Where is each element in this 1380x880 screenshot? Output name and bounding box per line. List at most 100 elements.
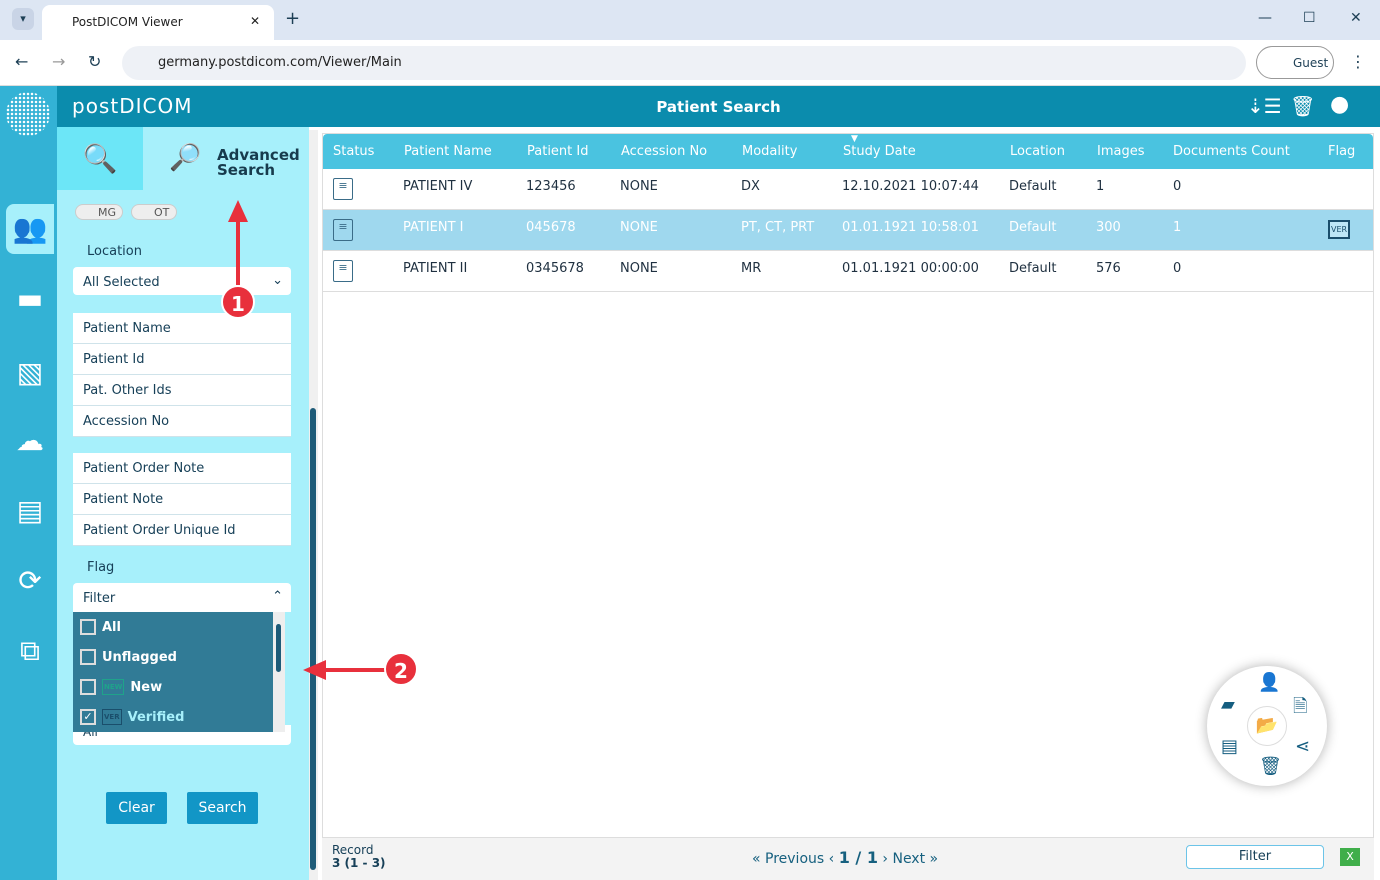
logo: postDICOM: [72, 94, 193, 118]
profile-button[interactable]: Guest: [1256, 46, 1334, 79]
basic-search-tab[interactable]: 🔍: [57, 127, 143, 190]
cell-loc: Default: [1009, 179, 1057, 194]
col-status[interactable]: Status: [333, 144, 375, 159]
prev-page-icon[interactable]: ‹: [828, 851, 839, 867]
cloud-upload-icon[interactable]: ☁: [16, 424, 44, 457]
toggle-mg[interactable]: MG: [75, 204, 123, 220]
col-patient-id[interactable]: Patient Id: [527, 144, 589, 159]
forward-icon[interactable]: →: [52, 52, 66, 71]
checkbox[interactable]: [80, 649, 96, 665]
cell-docs: 0: [1173, 261, 1182, 276]
search-sidebar: 🔍 🔎 Advanced Search MG OT Location All S…: [57, 127, 309, 880]
recycle-bin-icon[interactable]: 🗑: [1290, 94, 1316, 118]
col-study-date[interactable]: Study Date: [843, 144, 916, 159]
excel-export-icon[interactable]: X: [1340, 848, 1360, 866]
verified-flag-badge[interactable]: VER: [1328, 220, 1351, 239]
flag-option-all[interactable]: All: [80, 617, 121, 637]
address-bar: ← → ↻ germany.postdicom.com/Viewer/Main …: [0, 40, 1380, 86]
reload-icon[interactable]: ↻: [88, 52, 102, 71]
checkbox[interactable]: [80, 679, 96, 695]
location-select[interactable]: All Selected ⌄: [73, 267, 291, 295]
flag-dropdown-list: All Unflagged NEW New ✓ VER Verified: [73, 612, 285, 732]
add-user-icon[interactable]: 👤: [1258, 672, 1281, 693]
report-edit-icon[interactable]: ▤: [1221, 736, 1239, 757]
option-label: Verified: [127, 709, 185, 725]
table-row[interactable]: ≡ PATIENT II 0345678 NONE MR 01.01.1921 00:00…: [323, 251, 1373, 292]
record-count: Record 3 (1 - 3): [332, 844, 386, 870]
cell-id: 045678: [526, 220, 576, 235]
minimize-icon[interactable]: —: [1258, 10, 1272, 26]
flag-option-new[interactable]: NEW New: [80, 677, 162, 697]
patient-name-input[interactable]: Patient Name: [73, 313, 291, 344]
next-page-icon[interactable]: ›: [882, 851, 893, 867]
open-folder-icon[interactable]: 📂: [1247, 706, 1287, 746]
new-tab-icon[interactable]: +: [285, 8, 301, 29]
studies-icon[interactable]: ▧: [16, 356, 44, 389]
add-document-icon[interactable]: 🗎: [1293, 696, 1308, 717]
col-flag[interactable]: Flag: [1328, 144, 1356, 159]
cell-acc: NONE: [620, 179, 658, 194]
toggle-ot[interactable]: OT: [131, 204, 177, 220]
flag-option-verified[interactable]: ✓ VER Verified: [80, 707, 184, 727]
sync-icon[interactable]: ⟳: [18, 564, 42, 597]
col-location[interactable]: Location: [1010, 144, 1065, 159]
col-patient-name[interactable]: Patient Name: [404, 144, 492, 159]
sidebar-scrollbar[interactable]: [309, 130, 318, 880]
trash-icon[interactable]: 🗑: [1259, 756, 1282, 777]
id-fields-group: Patient Name Patient Id Pat. Other Ids A…: [73, 313, 291, 437]
folder-icon[interactable]: ▬: [16, 282, 44, 315]
dropdown-scrollbar[interactable]: [273, 612, 285, 732]
close-tab-icon[interactable]: ✕: [250, 14, 261, 28]
clear-button[interactable]: Clear: [106, 792, 167, 824]
study-status-icon: ≡: [333, 178, 353, 200]
user-icon[interactable]: ●: [1330, 92, 1350, 117]
checkbox[interactable]: [80, 619, 96, 635]
annotation-badge-1: 1: [221, 285, 255, 319]
arrow-2-head: [303, 660, 326, 680]
report-search-icon[interactable]: ▤: [16, 494, 44, 527]
sort-list-icon[interactable]: ⇣☰: [1247, 94, 1282, 118]
next-button[interactable]: Next »: [892, 851, 939, 867]
accession-no-input[interactable]: Accession No: [73, 406, 291, 437]
footer-filter-input[interactable]: Filter: [1186, 845, 1324, 869]
url-input[interactable]: germany.postdicom.com/Viewer/Main: [122, 46, 1246, 80]
col-accession[interactable]: Accession No: [621, 144, 708, 159]
patient-id-input[interactable]: Patient Id: [73, 344, 291, 375]
cell-acc: NONE: [620, 261, 658, 276]
share-icon[interactable]: ⋖: [1295, 736, 1311, 757]
col-modality[interactable]: Modality: [742, 144, 798, 159]
advanced-search-tab[interactable]: Advanced Search: [217, 146, 300, 179]
browser-tab[interactable]: PostDICOM Viewer ✕: [42, 5, 274, 40]
previous-button[interactable]: « Previous: [752, 851, 825, 867]
col-images[interactable]: Images: [1097, 144, 1145, 159]
order-unique-id-input[interactable]: Patient Order Unique Id: [73, 515, 291, 546]
order-note-input[interactable]: Patient Order Note: [73, 453, 291, 484]
checkbox-checked[interactable]: ✓: [80, 709, 96, 725]
cell-mod: PT, CT, PRT: [741, 220, 815, 235]
option-label: All: [102, 619, 121, 635]
add-folder-icon[interactable]: ▰: [1221, 694, 1235, 715]
remote-display-icon[interactable]: ⧉: [20, 634, 40, 667]
search-button[interactable]: Search: [187, 792, 258, 824]
patients-icon[interactable]: 👥: [6, 204, 54, 254]
option-label: Unflagged: [102, 649, 177, 665]
search-icon: 🔍: [82, 142, 118, 175]
other-ids-input[interactable]: Pat. Other Ids: [73, 375, 291, 406]
back-icon[interactable]: ←: [15, 52, 29, 71]
table-row[interactable]: ≡ PATIENT IV 123456 NONE DX 12.10.2021 10:07:…: [323, 169, 1373, 210]
close-window-icon[interactable]: ✕: [1350, 10, 1362, 26]
cell-docs: 1: [1173, 220, 1182, 235]
flag-option-unflagged[interactable]: Unflagged: [80, 647, 177, 667]
chevron-down-icon: ⌄: [272, 273, 283, 288]
scroll-thumb[interactable]: [310, 408, 316, 870]
table-row[interactable]: ≡ PATIENT I 045678 NONE PT, CT, PRT 01.01.192…: [323, 210, 1373, 251]
note-fields-group: Patient Order Note Patient Note Patient …: [73, 453, 291, 546]
verified-flag-badge: VER: [102, 709, 122, 725]
maximize-icon[interactable]: ☐: [1303, 10, 1316, 26]
flag-filter-input[interactable]: Filter ⌃: [73, 583, 291, 612]
menu-icon[interactable]: ⋮: [1350, 52, 1366, 71]
col-documents[interactable]: Documents Count: [1173, 144, 1290, 159]
tab-list-chevron-icon[interactable]: ▾: [12, 8, 34, 30]
patient-note-input[interactable]: Patient Note: [73, 484, 291, 515]
